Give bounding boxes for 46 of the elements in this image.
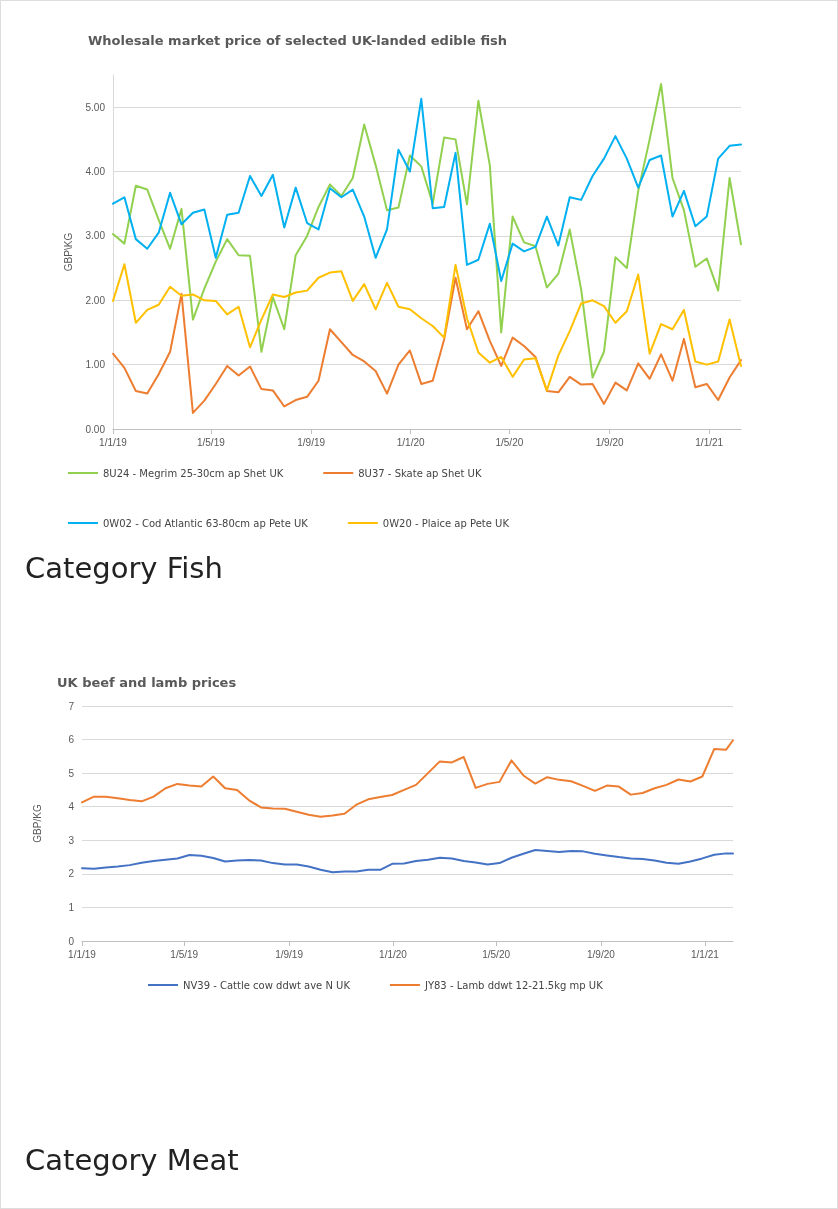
text: Category Meat [24,1143,240,1177]
y-tick-label: 2 [68,868,75,880]
x-tick-label: 1/1/21 [695,436,724,448]
x-tick-label: 1/9/20 [595,436,625,448]
y-tick-label: 4 [68,801,75,813]
line-series [112,97,742,282]
y-tick-label: 5 [68,767,75,779]
x-tick-label: 1/9/20 [587,948,616,960]
x-tick-label: 1/5/19 [170,948,199,960]
y-tick-label: 7 [68,700,75,712]
x-tick-label: 1/9/19 [275,948,304,960]
x-tick-label: 1/5/20 [495,436,524,448]
y-tick-label: 6 [68,734,75,746]
y-tick-label: 2.00 [85,294,106,306]
x-tick-label: 1/1/19 [68,948,97,960]
legend-label: JY83 - Lamb ddwt 12-21.5kg mp UK [423,979,604,991]
x-tick-label: 1/1/21 [690,948,720,960]
legend-label: 8U24 - Megrim 25-30cm ap Shet UK [103,467,284,479]
line-series [112,83,742,379]
y-tick-label: 5.00 [85,101,106,113]
legend-label: 0W20 - Plaice ap Pete UK [382,517,510,529]
x-tick-label: 1/1/20 [379,948,408,960]
legend-label: 0W02 - Cod Atlantic 63-80cm ap Pete UK [103,517,309,529]
line-series [81,849,734,874]
line-series [81,739,734,818]
y-tick-label: 3 [68,834,75,846]
text: Category Fish [24,551,224,585]
x-tick-label: 1/1/19 [99,436,128,448]
legend-label: 8U37 - Skate ap Shet UK [358,467,482,479]
y-tick-label: 0 [68,935,75,947]
y-tick-label: 3.00 [85,230,106,242]
chart-title: Wholesale market price of selected UK-landed edible fish [88,33,508,48]
line-series [112,276,742,414]
y-tick-label: 1.00 [85,359,106,371]
y-tick-label: 0.00 [85,423,106,435]
x-tick-label: 1/5/20 [482,948,511,960]
line-series [112,263,742,392]
y-axis-title: GBP/KG [31,804,43,843]
x-tick-label: 1/5/19 [196,436,226,448]
chart-title: UK beef and lamb prices [57,675,237,690]
x-tick-label: 1/1/20 [396,436,426,448]
y-tick-label: 1 [68,901,75,913]
y-tick-label: 4.00 [85,166,106,178]
x-tick-label: 1/9/19 [297,436,326,448]
legend-label: NV39 - Cattle cow ddwt ave N UK [183,979,351,991]
y-axis-title: GBP\KG [62,232,74,272]
